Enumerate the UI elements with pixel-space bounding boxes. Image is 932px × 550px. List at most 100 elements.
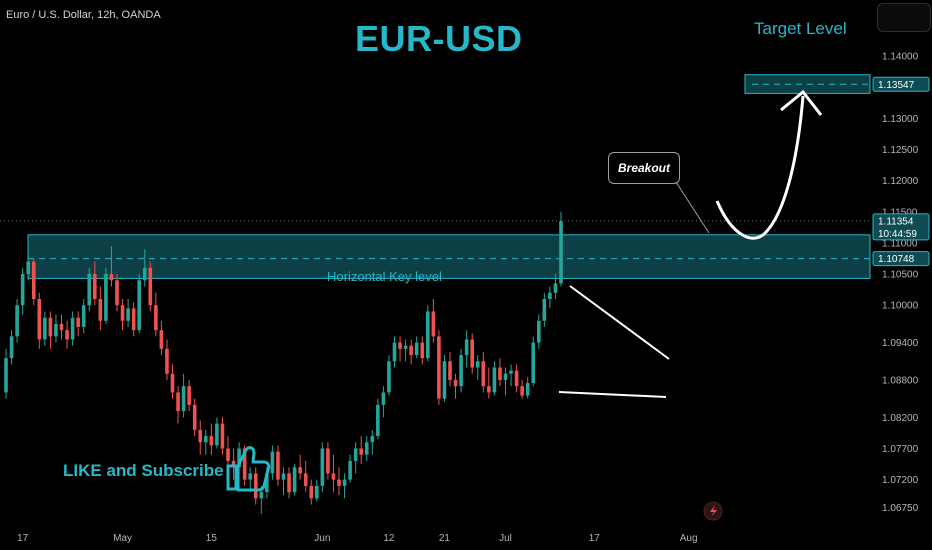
candle	[165, 339, 169, 380]
price-tick-label: 1.13000	[882, 114, 919, 125]
thumbs-up-icon	[226, 446, 271, 492]
candle	[65, 320, 69, 349]
time-tick-label: Jun	[314, 533, 330, 544]
candle-body	[309, 485, 314, 499]
candle	[154, 292, 158, 337]
candle-body	[93, 274, 97, 299]
candle-body	[43, 317, 47, 340]
candle-body	[37, 298, 42, 340]
candle	[492, 361, 497, 396]
candle	[514, 364, 519, 393]
candle	[309, 479, 314, 505]
candle	[54, 314, 58, 343]
candle	[176, 386, 180, 424]
candle-body	[76, 317, 80, 328]
candle-body	[20, 274, 25, 306]
candle-body	[192, 404, 197, 430]
candle	[387, 355, 391, 396]
candle	[409, 339, 413, 365]
price-tag-label: 1.13547	[878, 80, 915, 91]
candle	[48, 311, 53, 349]
candle-body	[298, 467, 302, 474]
candle-body	[326, 448, 330, 474]
candle-body	[403, 345, 408, 349]
candle	[520, 379, 524, 399]
time-tick-label: 21	[439, 533, 451, 544]
price-tick-label: 1.11000	[882, 238, 918, 249]
candle-body	[9, 336, 14, 359]
candle-body	[525, 383, 530, 396]
candle-body	[376, 404, 380, 437]
candle-body	[481, 361, 486, 387]
candle-body	[259, 492, 264, 499]
descending-triangle-pattern	[558, 285, 670, 398]
candle	[437, 330, 441, 405]
candle	[353, 442, 358, 474]
candle	[137, 274, 141, 334]
candle-body	[209, 436, 214, 446]
candle-body	[514, 370, 519, 387]
candle	[342, 473, 347, 499]
candle-body	[498, 367, 502, 380]
candle-body	[448, 361, 452, 380]
candle	[370, 429, 375, 455]
price-tick-label: 1.08200	[882, 413, 919, 424]
candle	[181, 373, 186, 418]
projection-arrow	[715, 95, 805, 240]
horizontal-key-level-zone[interactable]	[27, 234, 871, 279]
time-tick-label: Aug	[680, 533, 698, 544]
candle-body	[65, 330, 69, 340]
candle-body	[398, 342, 402, 349]
breakout-callout[interactable]: Breakout	[608, 152, 680, 184]
candle	[93, 261, 97, 306]
candle	[420, 336, 425, 365]
projection-arrow-head	[780, 89, 823, 116]
price-tags: 1.13547 1.11354 10:44:59 1.10748	[872, 76, 930, 267]
candle	[120, 298, 125, 331]
candle-body	[104, 274, 108, 321]
price-tag-box	[872, 76, 930, 92]
candle	[431, 298, 436, 343]
candle-body	[420, 342, 425, 359]
candle-body	[54, 323, 58, 337]
candle-body	[392, 342, 397, 362]
candle	[448, 351, 452, 387]
price-tick-label: 1.09400	[882, 338, 919, 349]
candle	[170, 364, 175, 399]
candle-body	[520, 386, 524, 396]
time-axis[interactable]: 17 May 15 Jun 12 21 Jul 17 Aug	[17, 533, 697, 544]
candle	[548, 286, 552, 309]
time-tick-label: Jul	[499, 533, 512, 544]
candle-body	[165, 348, 169, 374]
price-tag: 1.11354 10:44:59	[872, 213, 930, 241]
symbol-info[interactable]: Euro / U.S. Dollar, 12h, OANDA	[6, 9, 161, 21]
candle	[542, 292, 547, 328]
top-right-button[interactable]	[877, 3, 931, 32]
candle-body	[315, 485, 319, 499]
candle	[159, 320, 164, 356]
target-level-label: Target Level	[754, 19, 847, 38]
candle	[15, 298, 19, 343]
candle-body	[442, 361, 447, 399]
price-axis[interactable]: 1.140001.135001.130001.125001.120001.115…	[882, 52, 919, 515]
candle	[109, 246, 114, 287]
price-tick-label: 1.10000	[882, 301, 919, 312]
candle	[287, 467, 291, 499]
candle-body	[170, 373, 175, 393]
candle	[487, 367, 491, 399]
price-tick-label: 1.06750	[882, 503, 919, 514]
candle	[403, 339, 408, 362]
lightning-icon[interactable]	[703, 501, 723, 521]
candle	[376, 398, 380, 440]
candle-body	[109, 274, 114, 281]
candle-body	[226, 448, 230, 461]
candle	[148, 261, 153, 312]
candle-body	[276, 451, 280, 480]
candle-body	[492, 367, 497, 393]
candle	[326, 442, 330, 480]
candle	[115, 274, 119, 312]
candle	[76, 311, 80, 337]
price-tag-label: 1.11354	[878, 216, 914, 227]
candle-body	[342, 479, 347, 486]
